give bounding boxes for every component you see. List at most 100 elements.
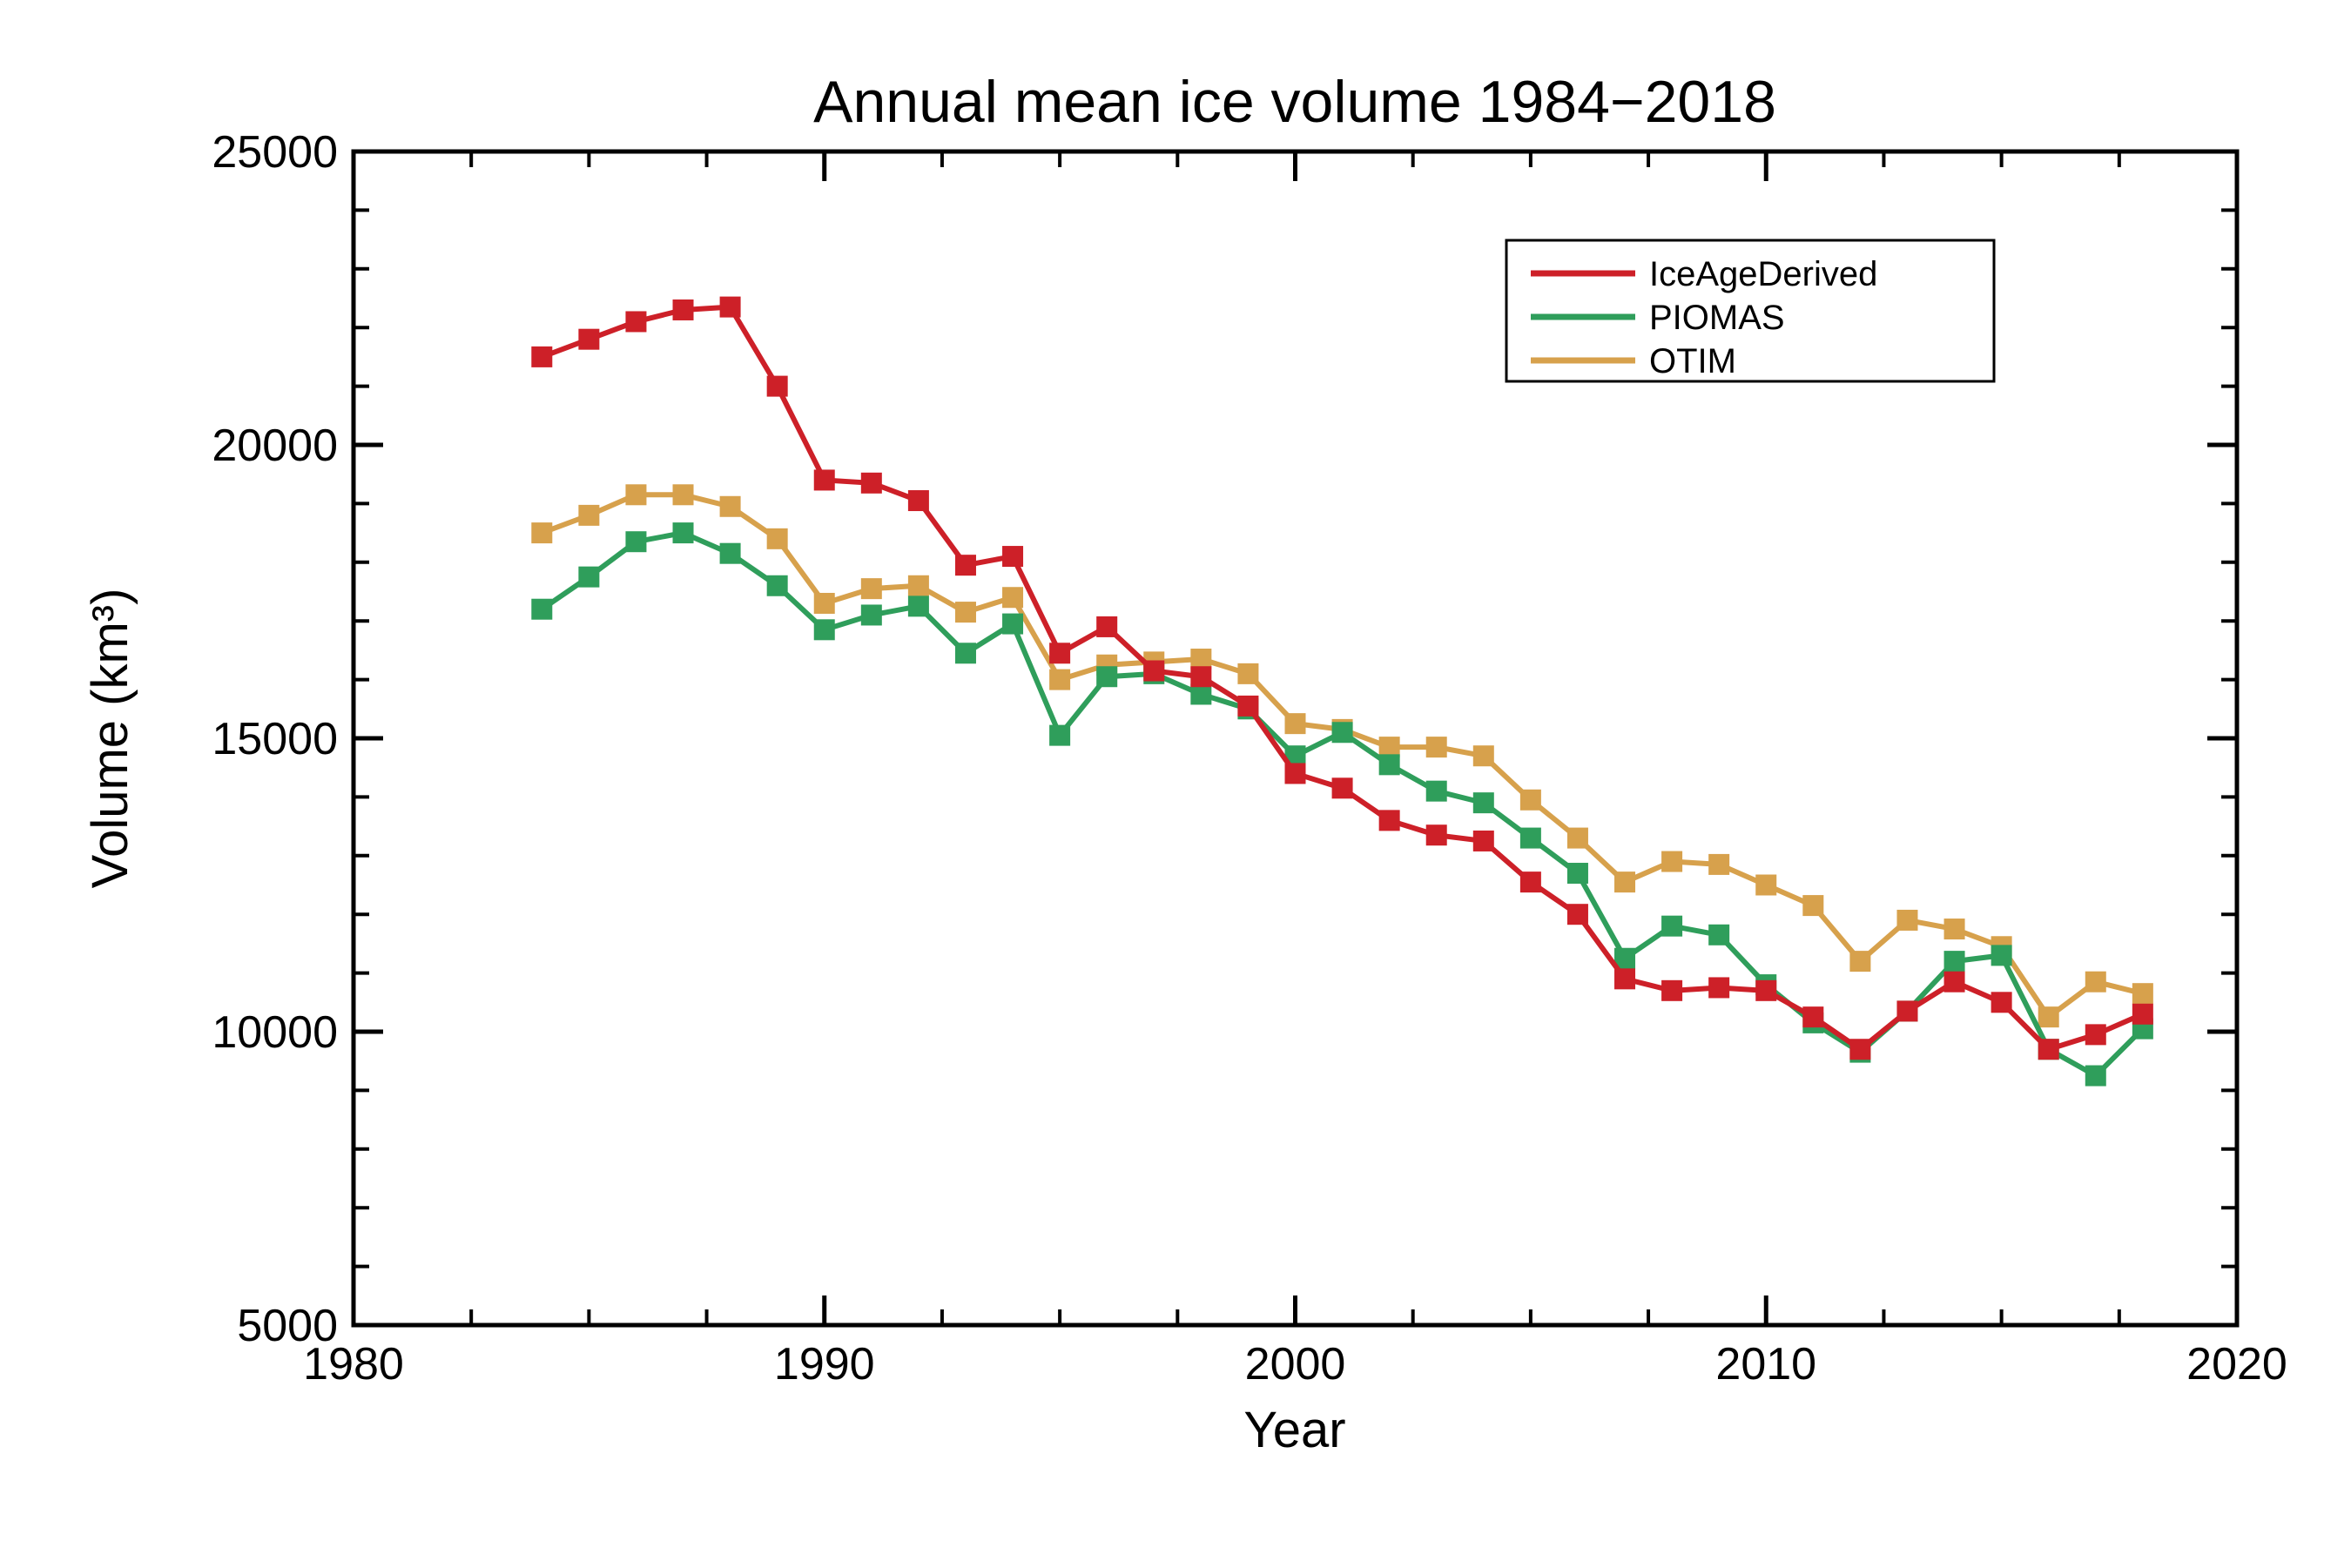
marker-IceAgeDerived — [1425, 824, 1447, 846]
marker-PIOMAS — [1991, 945, 2012, 966]
marker-OTIM — [2132, 983, 2153, 1005]
marker-OTIM — [813, 592, 835, 614]
marker-OTIM — [2085, 971, 2106, 993]
x-axis: 1980 1990 2000 2010 2020 — [303, 151, 2287, 1390]
marker-IceAgeDerived — [578, 328, 600, 350]
marker-OTIM — [1661, 851, 1683, 872]
marker-IceAgeDerived — [1190, 666, 1212, 688]
marker-IceAgeDerived — [813, 469, 835, 491]
marker-PIOMAS — [907, 596, 929, 617]
marker-IceAgeDerived — [1002, 546, 1024, 568]
marker-PIOMAS — [1519, 827, 1541, 849]
marker-PIOMAS — [578, 566, 600, 588]
marker-OTIM — [1472, 745, 1494, 767]
marker-PIOMAS — [1049, 724, 1071, 746]
marker-OTIM — [1190, 649, 1212, 670]
marker-PIOMAS — [1708, 924, 1730, 946]
y-tick-label: 25000 — [212, 127, 338, 178]
y-tick-label: 5000 — [237, 1301, 338, 1351]
marker-OTIM — [1519, 789, 1541, 811]
y-axis-label: Volume (km³) — [82, 589, 138, 889]
chart-title: Annual mean ice volume 1984−2018 — [813, 69, 1776, 135]
marker-OTIM — [531, 522, 553, 544]
x-tick-label: 2010 — [1715, 1339, 1816, 1390]
marker-IceAgeDerived — [1331, 777, 1353, 799]
marker-PIOMAS — [1472, 792, 1494, 814]
marker-IceAgeDerived — [1096, 616, 1118, 637]
marker-OTIM — [2038, 1006, 2059, 1028]
marker-OTIM — [766, 528, 788, 549]
marker-PIOMAS — [813, 619, 835, 641]
marker-OTIM — [1049, 669, 1071, 690]
marker-OTIM — [1896, 909, 1918, 931]
legend-label-IceAgeDerived: IceAgeDerived — [1649, 255, 1877, 293]
marker-IceAgeDerived — [907, 490, 929, 512]
marker-IceAgeDerived — [625, 311, 647, 333]
marker-PIOMAS — [531, 598, 553, 620]
marker-PIOMAS — [1943, 951, 1965, 972]
marker-PIOMAS — [1425, 780, 1447, 802]
marker-IceAgeDerived — [1472, 830, 1494, 851]
marker-OTIM — [1614, 871, 1636, 893]
marker-IceAgeDerived — [1237, 695, 1259, 717]
marker-PIOMAS — [1096, 666, 1118, 688]
marker-PIOMAS — [860, 604, 882, 626]
marker-OTIM — [860, 578, 882, 600]
y-tick-label: 10000 — [212, 1007, 338, 1058]
marker-OTIM — [578, 504, 600, 526]
marker-PIOMAS — [1002, 613, 1024, 635]
marker-OTIM — [1755, 874, 1777, 896]
marker-IceAgeDerived — [766, 375, 788, 397]
marker-PIOMAS — [1190, 683, 1212, 705]
marker-IceAgeDerived — [1896, 1000, 1918, 1022]
marker-IceAgeDerived — [1519, 871, 1541, 893]
marker-OTIM — [1802, 895, 1824, 917]
marker-OTIM — [1237, 663, 1259, 684]
marker-IceAgeDerived — [1049, 643, 1071, 664]
marker-OTIM — [1002, 587, 1024, 609]
x-tick-label: 1990 — [774, 1339, 875, 1390]
marker-OTIM — [1378, 737, 1400, 758]
series-line-PIOMAS — [539, 530, 2146, 1079]
marker-PIOMAS — [1661, 915, 1683, 937]
marker-OTIM — [1284, 713, 1306, 735]
y-tick-label: 20000 — [212, 421, 338, 471]
marker-IceAgeDerived — [2132, 1003, 2153, 1025]
marker-IceAgeDerived — [672, 299, 694, 320]
marker-IceAgeDerived — [1943, 971, 1965, 993]
marker-IceAgeDerived — [1708, 977, 1730, 999]
series-IceAgeDerived — [531, 296, 2153, 1060]
marker-IceAgeDerived — [954, 555, 976, 576]
marker-PIOMAS — [954, 643, 976, 664]
legend-label-PIOMAS: PIOMAS — [1649, 299, 1785, 337]
x-axis-label: Year — [1243, 1402, 1345, 1458]
legend-label-OTIM: OTIM — [1649, 342, 1736, 380]
marker-PIOMAS — [1566, 863, 1588, 885]
y-tick-label: 15000 — [212, 714, 338, 764]
marker-IceAgeDerived — [1755, 979, 1777, 1001]
series-OTIM — [531, 484, 2153, 1028]
marker-PIOMAS — [625, 531, 647, 553]
marker-IceAgeDerived — [860, 472, 882, 494]
marker-IceAgeDerived — [1849, 1039, 1871, 1060]
marker-OTIM — [1425, 737, 1447, 758]
marker-IceAgeDerived — [2038, 1039, 2059, 1060]
marker-IceAgeDerived — [719, 296, 741, 318]
plot-area: 1980 1990 2000 2010 2020 5000 10000 15000 20000 2… — [212, 127, 2287, 1390]
marker-OTIM — [1943, 919, 1965, 940]
marker-PIOMAS — [719, 542, 741, 564]
marker-OTIM — [672, 484, 694, 506]
series-line-OTIM — [539, 492, 2146, 1020]
marker-OTIM — [1566, 827, 1588, 849]
x-tick-label: 1980 — [303, 1339, 404, 1390]
marker-OTIM — [1708, 853, 1730, 875]
x-tick-label: 2000 — [1245, 1339, 1346, 1390]
marker-IceAgeDerived — [1991, 992, 2012, 1013]
y-axis: 5000 10000 15000 20000 25000 — [212, 127, 2237, 1351]
legend: IceAgeDerived PIOMAS OTIM — [1505, 239, 1996, 383]
marker-OTIM — [719, 495, 741, 517]
marker-IceAgeDerived — [1284, 763, 1306, 784]
marker-IceAgeDerived — [1143, 660, 1165, 682]
